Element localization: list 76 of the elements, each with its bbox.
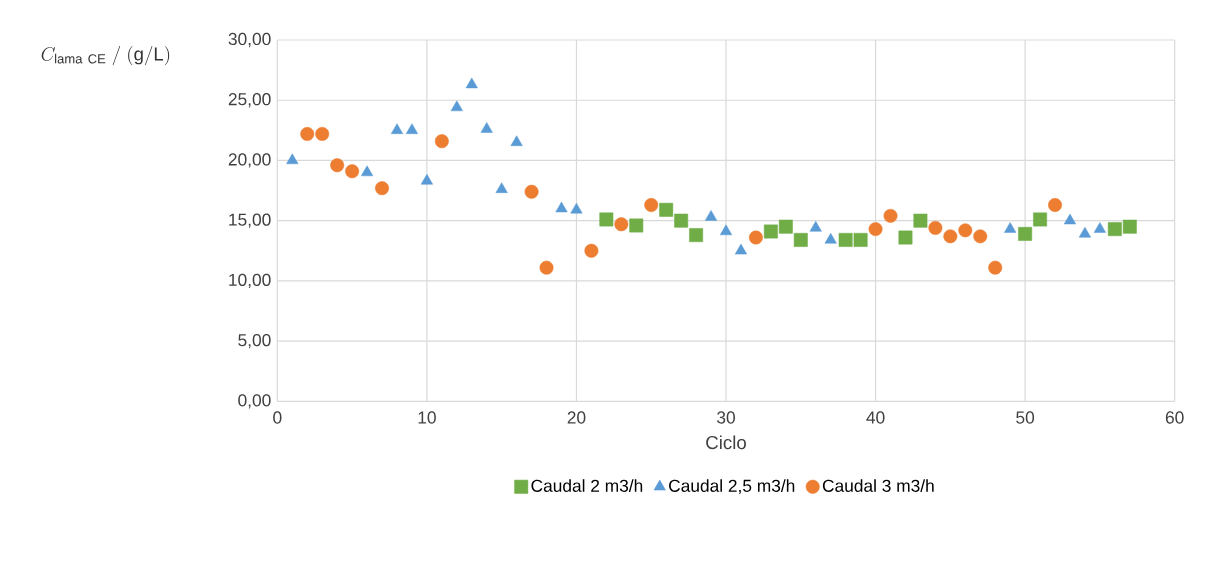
point: [1063, 213, 1077, 225]
point: [689, 228, 704, 242]
point: [1078, 226, 1091, 238]
point: [913, 213, 928, 228]
y-tick-label: 20,00: [228, 153, 271, 168]
point: [390, 123, 404, 134]
point: [1107, 222, 1122, 236]
point: [853, 232, 868, 247]
y-tick-label: 30,00: [228, 32, 271, 48]
point: [719, 224, 733, 235]
y-tick-label: 5,00: [238, 333, 271, 349]
point: [510, 135, 523, 146]
point: [330, 158, 345, 173]
legend-label: Caudal 3 m3/h: [822, 479, 934, 492]
point: [1122, 219, 1137, 234]
point: [361, 165, 374, 176]
point: [1018, 226, 1033, 241]
point: [763, 224, 778, 239]
point: [824, 232, 837, 244]
point: [883, 208, 898, 223]
point: [898, 230, 913, 245]
point: [524, 184, 539, 199]
point: [1033, 212, 1047, 227]
point: [450, 100, 463, 111]
point: [434, 134, 449, 148]
point: [644, 197, 659, 212]
point: [570, 202, 583, 214]
point: [465, 77, 478, 89]
point: [315, 126, 330, 141]
point: [988, 260, 1003, 275]
y-tick-label: 10,00: [229, 273, 271, 288]
y-tick-label: 25,00: [228, 92, 271, 108]
x-axis-title: Ciclo: [706, 435, 746, 450]
point: [420, 173, 433, 185]
point: [480, 122, 493, 133]
y-tick-label: 15,00: [229, 213, 271, 228]
point: [1004, 222, 1017, 233]
point: [1093, 222, 1106, 233]
y-tick-label: 0,00: [238, 394, 271, 409]
point: [555, 201, 568, 213]
point: [629, 218, 644, 233]
point: [286, 153, 299, 164]
point: [973, 229, 988, 244]
point: [734, 243, 747, 255]
point: [838, 232, 853, 247]
x-tick-label: 40: [866, 411, 885, 424]
point: [375, 181, 389, 195]
point: [345, 164, 360, 179]
point: [495, 182, 508, 193]
point: [809, 220, 822, 232]
x-tick-label: 10: [418, 411, 436, 424]
point: [300, 126, 315, 141]
x-tick-label: 30: [717, 411, 735, 424]
point: [614, 217, 629, 232]
x-tick-label: 20: [567, 411, 586, 424]
point: [868, 222, 883, 236]
point: [928, 220, 943, 235]
legend-label: Caudal 2,5 m3/h: [669, 479, 795, 494]
point: [674, 213, 689, 228]
point: [584, 243, 599, 258]
point: [1048, 197, 1062, 212]
point: [958, 223, 973, 238]
point: [599, 212, 614, 227]
point: [405, 123, 418, 134]
x-tick-label: 0: [273, 411, 282, 424]
x-tick-label: 50: [1016, 411, 1035, 424]
point: [659, 202, 674, 217]
point: [778, 219, 793, 234]
point: [943, 229, 958, 244]
point: [748, 230, 763, 245]
legend-label: Caudal 2 m3/h: [531, 479, 643, 492]
point: [793, 232, 808, 247]
x-tick-label: 60: [1165, 411, 1184, 424]
point: [705, 209, 718, 221]
y-axis-title: $C_{\mathrm{lama\ CE}}\ /\ (\mathrm{g/L})$: [41, 45, 170, 66]
point: [539, 260, 554, 275]
